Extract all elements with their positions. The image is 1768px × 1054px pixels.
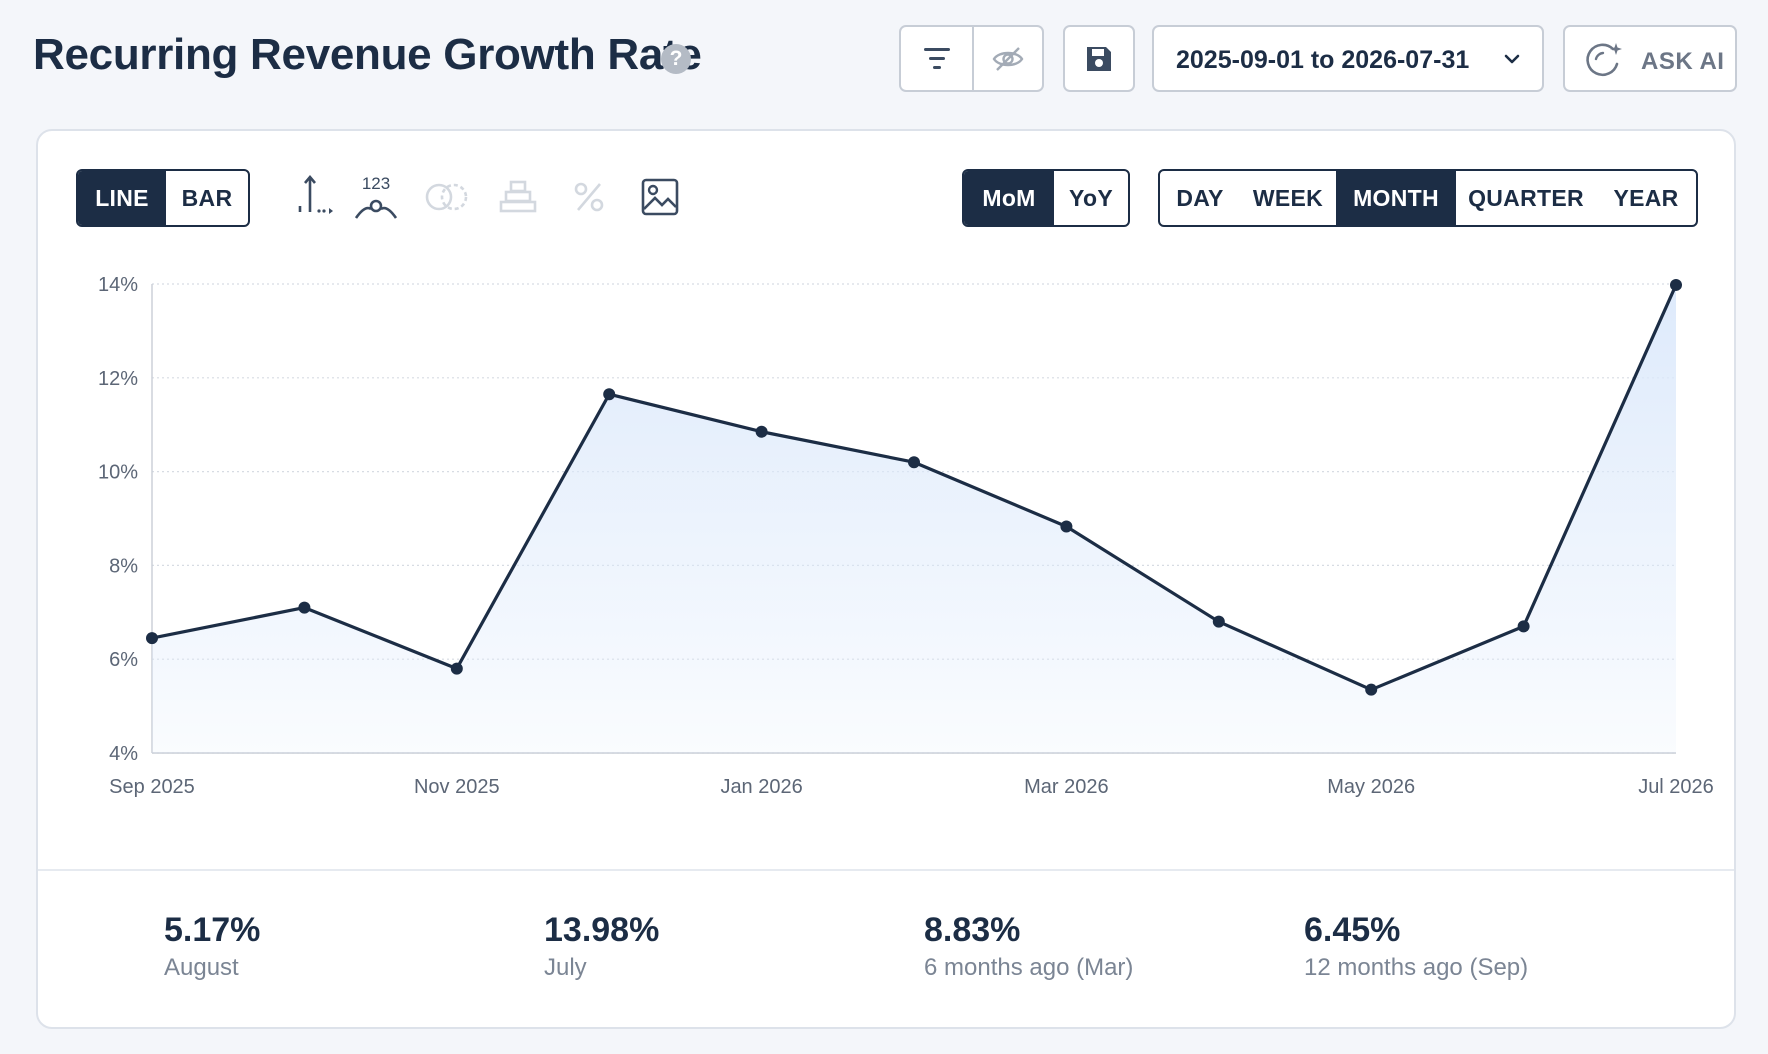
chevron-down-icon xyxy=(1504,54,1520,64)
x-tick-label: Jul 2026 xyxy=(1638,776,1714,798)
save-button[interactable] xyxy=(1063,25,1135,92)
comparison-toggle: MoM YoY xyxy=(962,169,1130,227)
month-toggle[interactable]: MONTH xyxy=(1336,171,1456,225)
stat-value: 13.98% xyxy=(544,911,660,949)
stack-button[interactable] xyxy=(492,171,544,223)
week-toggle[interactable]: WEEK xyxy=(1252,184,1324,211)
date-range-value: 2025-09-01 to 2026-07-31 xyxy=(1176,46,1470,74)
y-tick-label: 4% xyxy=(109,743,138,765)
data-point xyxy=(603,388,616,401)
data-labels-icon: 123 xyxy=(354,174,398,219)
x-tick-label: Sep 2025 xyxy=(109,776,195,798)
data-point xyxy=(1060,520,1073,533)
data-point xyxy=(450,662,463,675)
stack-icon xyxy=(499,180,537,213)
line-toggle[interactable]: LINE xyxy=(78,171,166,225)
stat-12-months-ago: 6.45% 12 months ago (Sep) xyxy=(1304,911,1528,982)
filter-button[interactable] xyxy=(901,27,972,90)
page-header: Recurring Revenue Growth Rate ? 2025-09-… xyxy=(0,0,1768,116)
day-toggle[interactable]: DAY xyxy=(1176,184,1224,211)
y-tick-label: 6% xyxy=(109,649,138,671)
stat-value: 5.17% xyxy=(164,911,261,949)
ask-ai-label: ASK AI xyxy=(1641,48,1725,75)
axis-icon xyxy=(298,174,333,214)
year-toggle[interactable]: YEAR xyxy=(1613,184,1679,211)
data-point xyxy=(1670,278,1682,291)
quarter-toggle[interactable]: QUARTER xyxy=(1468,184,1584,211)
date-range-select[interactable]: 2025-09-01 to 2026-07-31 xyxy=(1152,25,1544,92)
percent-icon xyxy=(574,182,604,212)
ai-sparkle-icon xyxy=(1586,43,1622,77)
data-point xyxy=(1517,620,1530,633)
mom-toggle[interactable]: MoM xyxy=(964,171,1054,225)
x-tick-label: Nov 2025 xyxy=(414,776,500,798)
data-labels-button[interactable]: 123 xyxy=(350,171,402,223)
chart-card: LINE BAR 123 xyxy=(36,129,1736,1029)
percent-button[interactable] xyxy=(563,171,615,223)
granularity-toggle: DAY WEEK MONTH QUARTER YEAR xyxy=(1158,169,1698,227)
stat-previous: 13.98% July xyxy=(544,911,659,982)
stat-label: July xyxy=(544,954,587,981)
series-area xyxy=(152,284,1676,753)
x-tick-label: Mar 2026 xyxy=(1024,776,1109,798)
y-tick-label: 8% xyxy=(109,555,138,577)
data-labels-number: 123 xyxy=(362,174,390,193)
help-icon[interactable]: ? xyxy=(661,44,691,74)
bar-toggle[interactable]: BAR xyxy=(181,184,233,211)
save-icon xyxy=(1087,46,1111,71)
data-point xyxy=(146,632,158,645)
yoy-toggle[interactable]: YoY xyxy=(1069,184,1113,211)
overlap-circles-icon xyxy=(425,183,468,211)
stat-label: 6 months ago (Mar) xyxy=(924,954,1134,981)
filter-icon xyxy=(923,47,950,69)
data-point xyxy=(1212,615,1225,628)
stat-6-months-ago: 8.83% 6 months ago (Mar) xyxy=(924,911,1133,982)
chart-type-toggle: LINE BAR xyxy=(76,169,250,227)
y-tick-label: 12% xyxy=(98,368,138,390)
stat-value: 8.83% xyxy=(924,911,1021,949)
hide-button[interactable] xyxy=(972,27,1042,90)
export-image-button[interactable] xyxy=(634,171,686,223)
stat-value: 6.45% xyxy=(1304,911,1401,949)
data-point xyxy=(755,425,768,438)
view-options-group xyxy=(899,25,1044,92)
eye-off-icon xyxy=(992,46,1024,71)
stat-label: 12 months ago (Sep) xyxy=(1304,954,1529,981)
compare-button[interactable] xyxy=(421,171,473,223)
image-icon xyxy=(641,178,679,216)
x-tick-label: May 2026 xyxy=(1327,776,1415,798)
divider xyxy=(38,869,1734,871)
x-tick-label: Jan 2026 xyxy=(720,776,802,798)
data-point xyxy=(1365,683,1378,696)
stat-current: 5.17% August xyxy=(164,911,260,982)
stat-label: August xyxy=(164,954,239,981)
y-tick-label: 14% xyxy=(98,274,138,296)
axis-toggle-button[interactable] xyxy=(288,171,340,223)
ask-ai-button[interactable]: ASK AI xyxy=(1563,25,1737,92)
data-point xyxy=(908,456,920,469)
data-point xyxy=(298,601,311,614)
growth-rate-chart: 4% 6% 8% 10% 12% 14% Sep 2025 Nov 2025 Jan 2026 M… xyxy=(98,274,1714,798)
y-tick-label: 10% xyxy=(98,462,138,484)
page-title: Recurring Revenue Growth Rate xyxy=(33,30,702,79)
